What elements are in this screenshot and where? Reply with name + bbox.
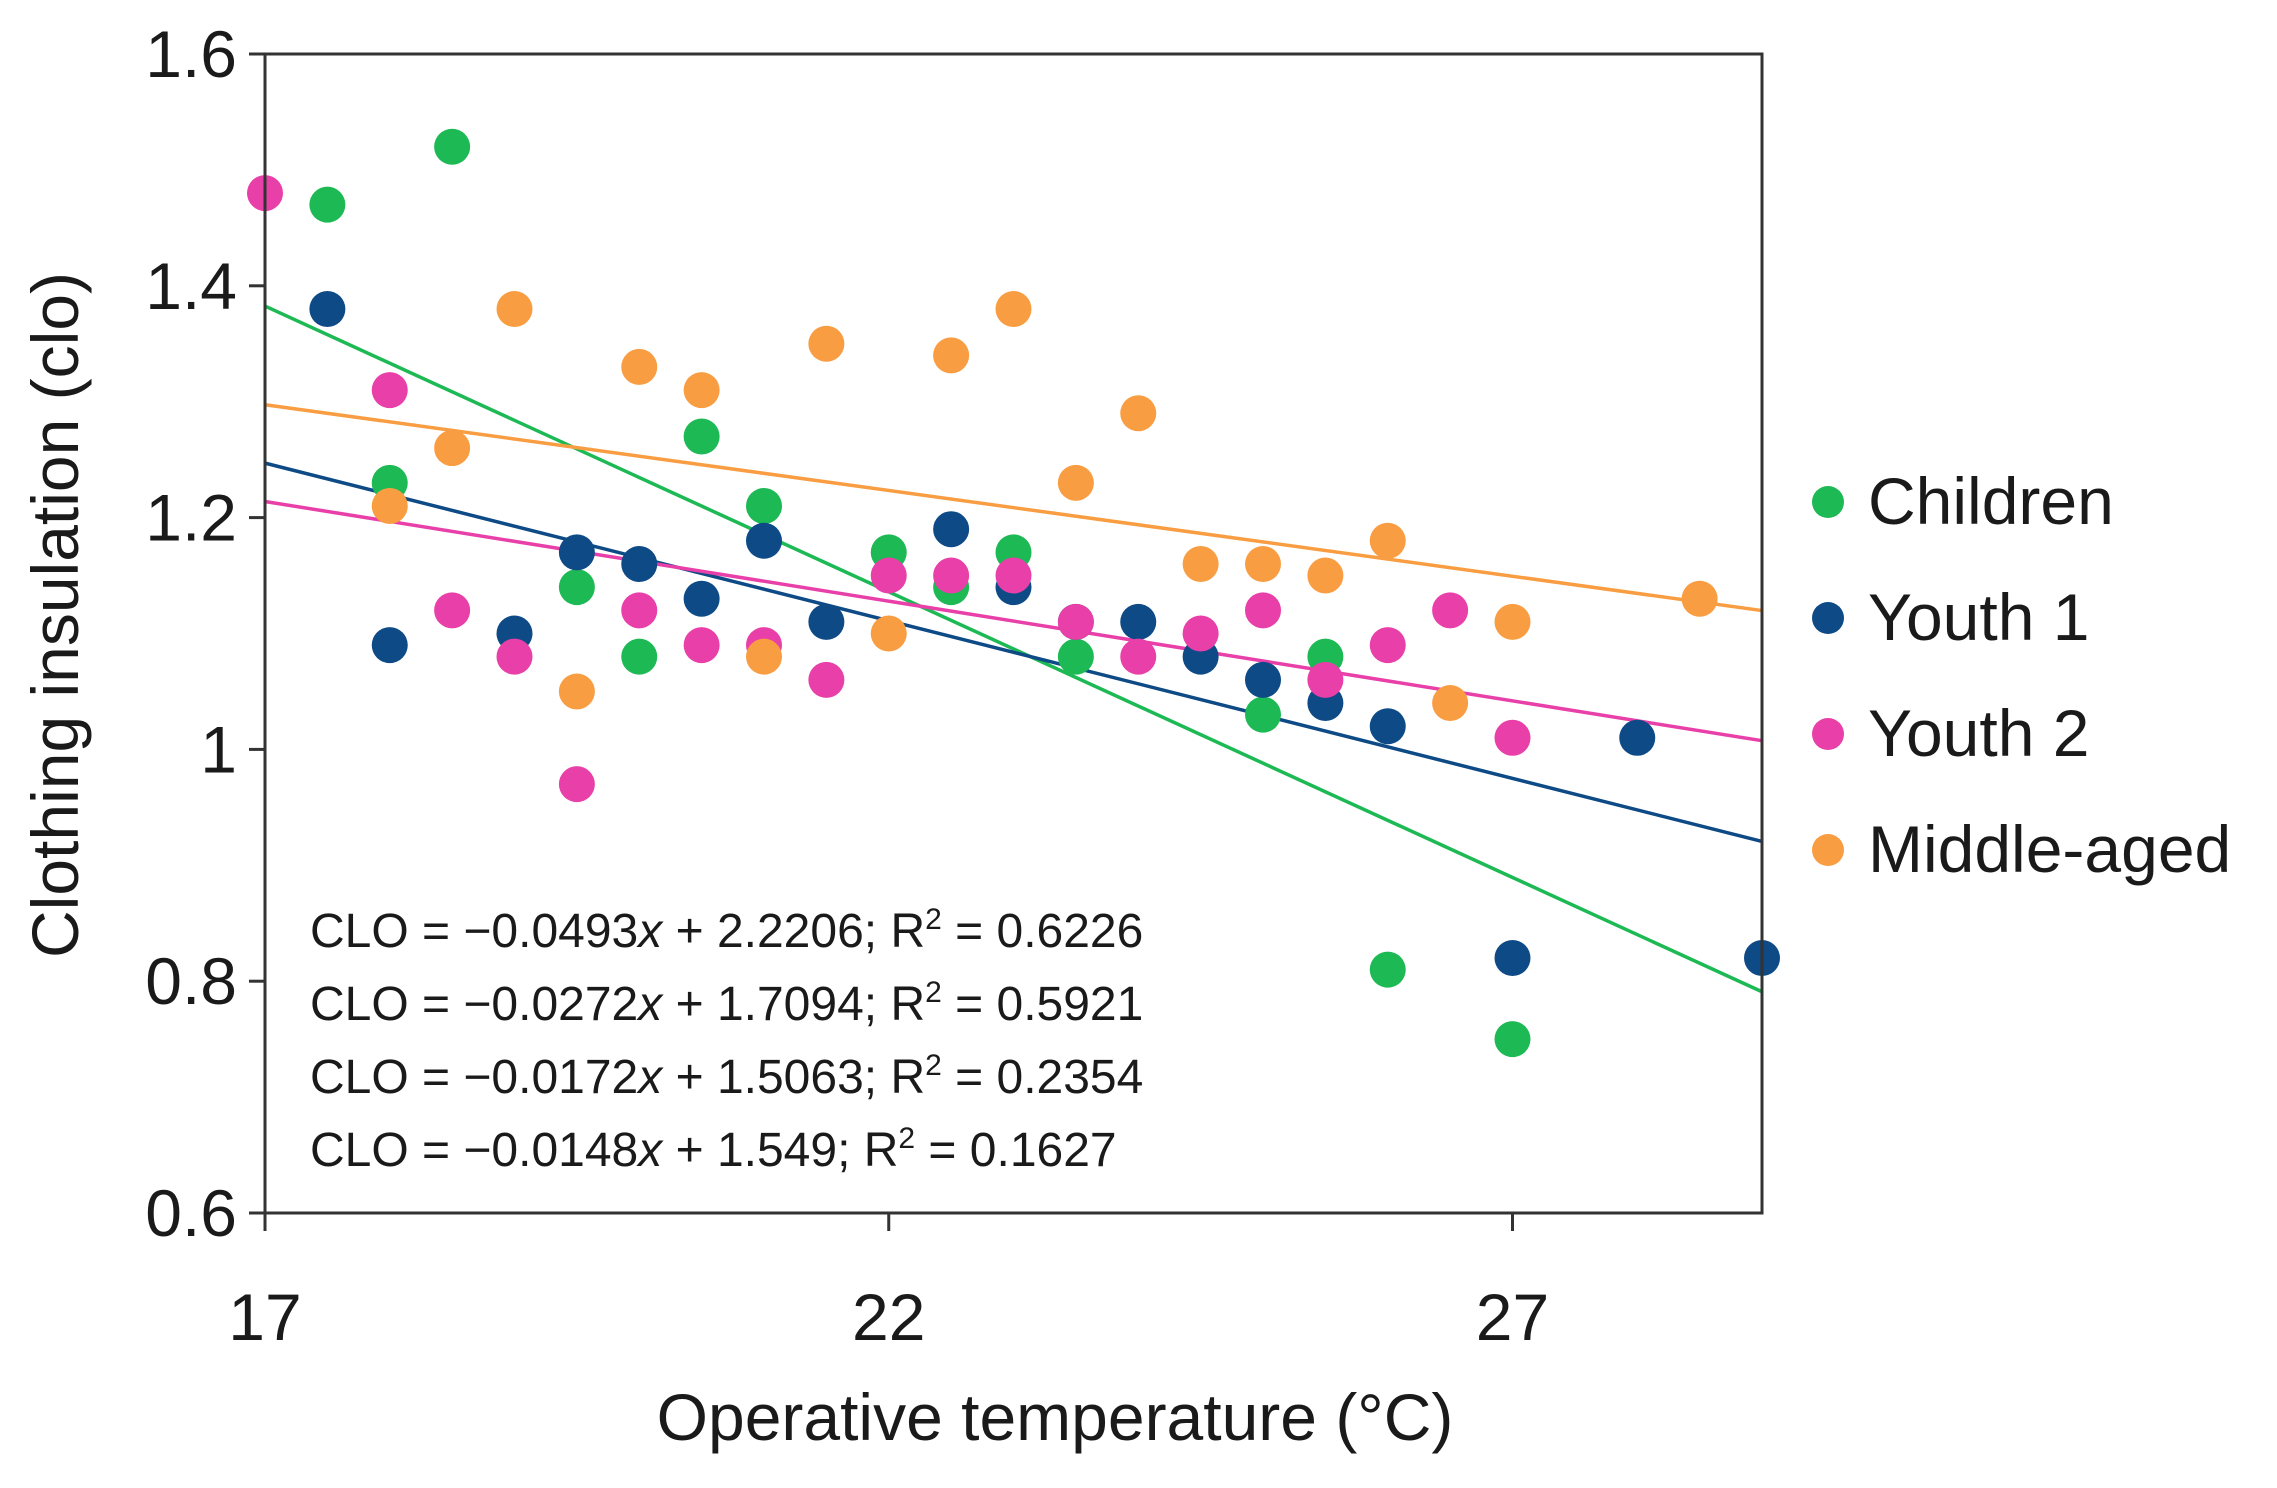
point-middle-aged: [371, 488, 408, 525]
point-middle-aged: [870, 615, 907, 652]
point-youth-2: [496, 638, 533, 675]
point-youth-2: [870, 557, 907, 594]
point-youth-2: [1494, 719, 1531, 756]
axes: 0.6 0.8 1 1.2 1.4 1.6 17 22 27: [145, 17, 1549, 1354]
point-middle-aged: [933, 337, 970, 374]
point-middle-aged: [1182, 545, 1219, 582]
equation-children: CLO = −0.0493x + 2.2206; R2 = 0.6226: [310, 903, 1143, 958]
point-middle-aged: [1307, 557, 1344, 594]
point-children: [1057, 638, 1094, 675]
point-children: [434, 128, 471, 165]
legend-marker-youth-1: [1812, 602, 1844, 634]
point-children: [309, 186, 346, 223]
point-youth-2: [1120, 638, 1157, 675]
point-youth-1: [1619, 719, 1656, 756]
point-youth-1: [309, 290, 346, 327]
point-children: [683, 418, 720, 455]
trend-line-youth-2: [264, 499, 1763, 743]
y-tick-label: 1: [200, 712, 237, 786]
equation-middle-aged: CLO = −0.0148x + 1.549; R2 = 0.1627: [310, 1122, 1117, 1177]
x-tick-label: 27: [1476, 1280, 1549, 1354]
point-youth-1: [746, 522, 782, 559]
point-children: [1245, 696, 1281, 733]
point-youth-2: [621, 592, 658, 629]
trend-line-children: [264, 304, 1763, 994]
y-tick-label: 1.4: [145, 249, 237, 323]
point-youth-1: [621, 545, 658, 582]
legend-label-middle-aged: Middle-aged: [1868, 812, 2231, 886]
point-middle-aged: [1432, 685, 1469, 722]
point-children: [746, 488, 782, 525]
point-youth-2: [1057, 603, 1094, 640]
y-axis-title: Clothing insulation (clo): [18, 272, 92, 958]
point-middle-aged: [434, 430, 471, 467]
point-middle-aged: [558, 673, 595, 710]
point-middle-aged: [995, 290, 1032, 327]
equation-youth-2: CLO = −0.0172x + 1.5063; R2 = 0.2354: [310, 1049, 1143, 1104]
x-tick-label: 22: [852, 1280, 925, 1354]
point-middle-aged: [1494, 603, 1531, 640]
point-youth-1: [683, 580, 720, 617]
point-children: [1369, 951, 1406, 988]
point-middle-aged: [621, 348, 658, 385]
y-tick-label: 0.8: [145, 944, 237, 1018]
point-middle-aged: [1681, 580, 1718, 617]
legend-label-children: Children: [1868, 464, 2114, 538]
legend-marker-middle-aged: [1812, 834, 1844, 866]
data-points: [247, 128, 1780, 1058]
point-youth-2: [995, 557, 1032, 594]
x-axis-title: Operative temperature (°C): [657, 1380, 1454, 1454]
legend-label-youth-2: Youth 2: [1868, 696, 2089, 770]
point-youth-2: [1245, 592, 1281, 629]
point-youth-1: [808, 603, 845, 640]
point-middle-aged: [496, 290, 533, 327]
point-children: [1494, 1021, 1531, 1058]
trend-line-youth-1: [264, 461, 1763, 844]
y-tick-label: 0.6: [145, 1176, 237, 1250]
y-tick-label: 1.6: [145, 17, 237, 91]
legend: Children Youth 1 Youth 2 Middle-aged: [1812, 464, 2231, 886]
legend-label-youth-1: Youth 1: [1868, 580, 2089, 654]
point-middle-aged: [1120, 395, 1157, 432]
legend-marker-youth-2: [1812, 718, 1844, 750]
plot-area-frame: [263, 52, 1764, 1215]
point-youth-1: [1245, 661, 1281, 698]
point-middle-aged: [683, 372, 720, 409]
point-youth-1: [371, 627, 408, 664]
x-tick-label: 17: [228, 1280, 301, 1354]
point-youth-2: [371, 372, 408, 409]
point-middle-aged: [808, 325, 845, 362]
point-youth-1: [1494, 940, 1531, 977]
point-youth-1: [1120, 603, 1157, 640]
point-youth-2: [933, 557, 970, 594]
trend-line-middle-aged: [264, 402, 1763, 613]
point-children: [621, 638, 658, 675]
legend-marker-children: [1812, 486, 1844, 518]
point-youth-2: [683, 627, 720, 664]
point-youth-2: [1182, 615, 1219, 652]
point-middle-aged: [1057, 464, 1094, 501]
point-middle-aged: [746, 638, 782, 675]
point-youth-2: [558, 766, 595, 803]
point-youth-2: [434, 592, 471, 629]
regression-equations: CLO = −0.0493x + 2.2206; R2 = 0.6226 CLO …: [310, 903, 1143, 1177]
point-youth-1: [1369, 708, 1406, 745]
trend-lines: [264, 304, 1763, 994]
point-youth-2: [808, 661, 845, 698]
point-children: [558, 569, 595, 606]
point-youth-1: [933, 511, 970, 548]
point-youth-2: [1307, 661, 1344, 698]
equation-youth-1: CLO = −0.0272x + 1.7094; R2 = 0.5921: [310, 976, 1143, 1031]
point-youth-2: [1432, 592, 1469, 629]
y-tick-label: 1.2: [145, 481, 237, 555]
point-middle-aged: [1245, 545, 1281, 582]
point-youth-2: [1369, 627, 1406, 664]
point-middle-aged: [1369, 522, 1406, 559]
point-youth-1: [558, 534, 595, 571]
